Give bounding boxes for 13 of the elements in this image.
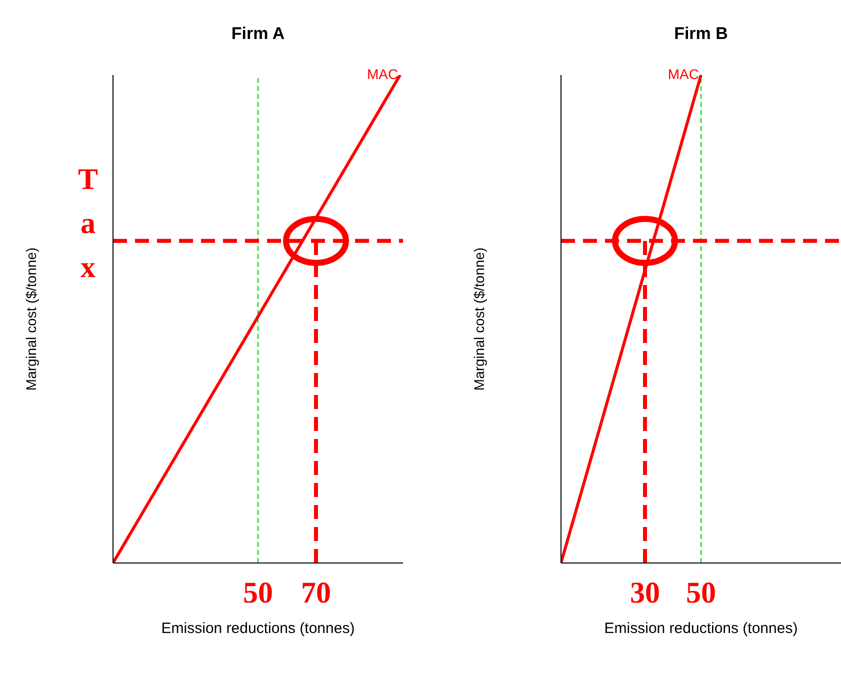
x-tick-label: 70 <box>301 576 331 610</box>
series-label: MAC <box>668 66 699 82</box>
x-axis-title: Emission reductions (tonnes) <box>160 620 356 637</box>
ref-line-label: Tax <box>78 162 98 284</box>
x-tick-label: 50 <box>686 576 716 610</box>
chart-title: Firm A <box>230 24 286 44</box>
y-axis-title: Marginal cost ($/tonne) <box>22 246 40 393</box>
chart-title: Firm B <box>673 24 729 44</box>
x-tick-label: 50 <box>243 576 273 610</box>
x-tick-label: 30 <box>630 576 660 610</box>
y-axis-title: Marginal cost ($/tonne) <box>470 246 488 393</box>
series-label: MAC <box>366 66 398 82</box>
x-axis-title: Emission reductions (tonnes) <box>603 620 799 637</box>
